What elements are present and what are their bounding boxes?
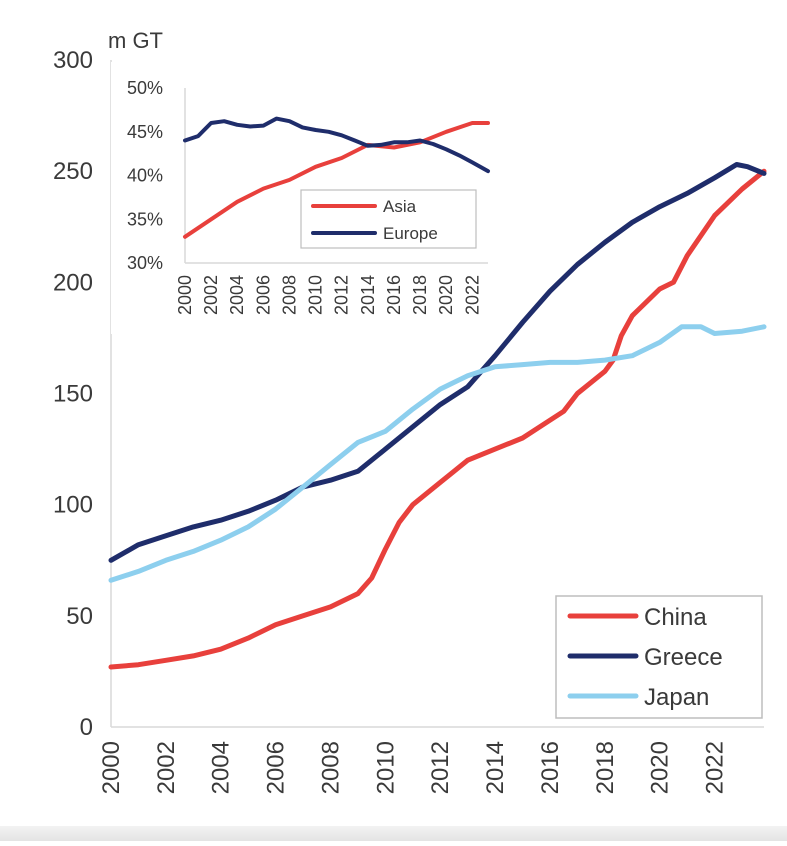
main-x-tick-2006: 2006 (263, 741, 290, 794)
inset-y-tick-45-: 45% (127, 122, 163, 142)
y-axis-unit-label: m GT (108, 28, 163, 53)
inset-x-tick-2010: 2010 (306, 275, 326, 315)
inset-x-tick-2006: 2006 (253, 275, 273, 315)
main-x-tick-2008: 2008 (317, 741, 344, 794)
main-y-tick-250: 250 (53, 158, 93, 185)
main-x-tick-2018: 2018 (592, 741, 619, 794)
series-line-europe (183, 116, 490, 174)
main-legend: China Greece Japan (555, 595, 763, 719)
main-y-tick-200: 200 (53, 269, 93, 296)
main-series-lines (108, 162, 767, 670)
main-x-tick-2022: 2022 (702, 741, 729, 794)
main-y-tick-150: 150 (53, 381, 93, 408)
inset-series-lines (183, 116, 490, 239)
bottom-fade-band (0, 826, 787, 841)
inset-x-tick-2012: 2012 (332, 275, 352, 315)
main-y-tick-300: 300 (53, 47, 93, 74)
inset-y-tick-30-: 30% (127, 253, 163, 273)
inset-x-tick-labels: 2000 2002 2004 2006 2008 2010 2012 2014 2016 2018… (175, 275, 482, 315)
inset-legend-items: Asia Europe (311, 197, 438, 243)
inset-x-tick-2022: 2022 (462, 275, 482, 315)
inset-y-tick-35-: 35% (127, 209, 163, 229)
inset-legend-box (300, 189, 477, 249)
main-x-tick-labels: 2000 2002 2004 2006 2008 2010 2012 2014 2016 2018… (98, 741, 729, 794)
series-line-china (108, 168, 767, 670)
series-line-japan (108, 324, 767, 583)
inset-y-tick-labels: 30% 35% 40% 45% 50% (127, 78, 163, 273)
inset-x-tick-2008: 2008 (279, 275, 299, 315)
main-legend-items: China Greece Japan (567, 604, 723, 711)
legend-label-greece: Greece (644, 644, 723, 671)
legend-label-japan: Japan (644, 684, 709, 711)
inset-x-tick-2020: 2020 (436, 275, 456, 315)
inset-legend: Asia Europe (300, 189, 477, 249)
legend-label-europe: Europe (383, 224, 438, 243)
legend-label-china: China (644, 604, 707, 631)
inset-x-tick-2014: 2014 (358, 275, 378, 315)
legend-label-asia: Asia (383, 197, 417, 216)
main-x-tick-2004: 2004 (208, 741, 235, 794)
main-x-tick-2012: 2012 (427, 741, 454, 794)
main-x-tick-2002: 2002 (153, 741, 180, 794)
inset-x-tick-2002: 2002 (201, 275, 221, 315)
inset-chart: 30% 35% 40% 45% 50% 2000 2002 2004 2006 2008 2010… (111, 62, 500, 334)
main-y-tick-labels: 0 50 100 150 200 250 300 (53, 47, 93, 741)
main-x-tick-2016: 2016 (537, 741, 564, 794)
inset-y-tick-40-: 40% (127, 166, 163, 186)
main-y-tick-0: 0 (80, 714, 93, 741)
inset-x-tick-2016: 2016 (384, 275, 404, 315)
inset-y-tick-50-: 50% (127, 78, 163, 98)
main-y-tick-50: 50 (66, 603, 93, 630)
main-x-tick-2020: 2020 (647, 741, 674, 794)
inset-x-tick-2018: 2018 (410, 275, 430, 315)
main-x-tick-2010: 2010 (372, 741, 399, 794)
series-line-greece (108, 162, 767, 563)
main-x-tick-2014: 2014 (482, 741, 509, 794)
main-x-tick-2000: 2000 (98, 741, 125, 794)
series-line-asia (183, 121, 490, 239)
main-y-tick-100: 100 (53, 492, 93, 519)
inset-x-tick-2000: 2000 (175, 275, 195, 315)
inset-x-tick-2004: 2004 (227, 275, 247, 315)
